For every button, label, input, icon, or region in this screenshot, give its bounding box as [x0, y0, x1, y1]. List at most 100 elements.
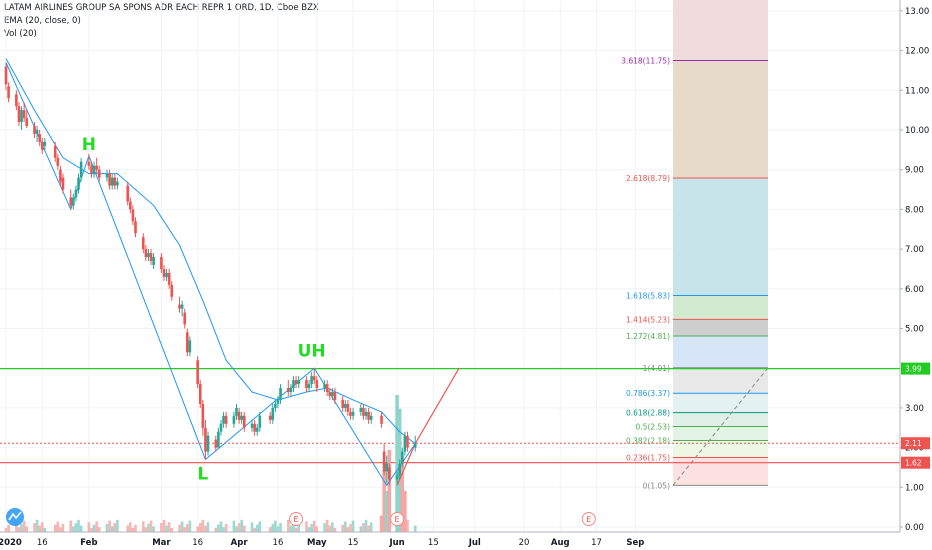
volume-bar [38, 525, 41, 532]
volume-bar [147, 523, 150, 532]
price-tick-label: 5.00 [905, 325, 924, 335]
candle-body [274, 403, 277, 408]
price-tick-label: 11.00 [905, 86, 929, 96]
candle [108, 169, 111, 190]
volume-bar [206, 522, 210, 532]
volume-bar [274, 520, 277, 532]
volume-bar [196, 526, 199, 532]
earnings-event-label: E [395, 515, 400, 524]
candle [38, 130, 41, 146]
volume-bar [105, 523, 109, 532]
candle-body [305, 380, 308, 389]
candle-body [382, 451, 386, 472]
candle-body [17, 106, 21, 123]
volume-bar [276, 526, 280, 532]
candle-body [343, 403, 347, 408]
candle-body [364, 411, 368, 416]
earnings-event-label: E [294, 515, 299, 524]
candle [201, 399, 205, 436]
price-tick-label: 12.00 [905, 47, 929, 57]
volume-bar [129, 522, 132, 532]
time-tick-label: 2020 [0, 538, 22, 548]
candle [204, 419, 207, 460]
fib-level-label: 0.382(2.18) [626, 436, 670, 445]
candle-body [152, 257, 155, 265]
candle [406, 431, 409, 452]
volume-bar [312, 520, 316, 532]
candle-body [224, 415, 228, 424]
candle-body [279, 388, 282, 400]
volume-bar [413, 525, 417, 532]
candle-body [413, 443, 417, 448]
price-badge-label: 1.62 [905, 459, 922, 468]
price-tick-label: 3.00 [905, 404, 924, 414]
volume-bar [126, 525, 130, 532]
candle-body [116, 181, 119, 186]
logo-icon [8, 511, 22, 521]
time-tick-label: 15 [428, 538, 439, 548]
time-tick-label: 16 [37, 538, 48, 548]
volume-bar [235, 526, 238, 532]
candle [276, 395, 280, 408]
candle [90, 161, 93, 178]
fib-zone [673, 412, 768, 427]
candle-body [242, 415, 246, 428]
volume-bar [167, 522, 171, 532]
earnings-event-label: E [586, 515, 591, 524]
candle [35, 126, 39, 142]
volume-bar [292, 522, 295, 532]
volume-bar [74, 523, 78, 532]
candle-body [312, 376, 316, 381]
volume-bar [162, 519, 166, 532]
candle [351, 407, 355, 420]
earnings-event-marker [581, 512, 596, 526]
fib-zone [673, 393, 768, 413]
fib-zone [673, 178, 768, 296]
fib-level-label: 1.618(5.83) [626, 292, 670, 301]
candle-body [165, 272, 168, 277]
volume-bar [214, 528, 218, 532]
volume-bar [90, 528, 93, 532]
price-tick-label: 13.00 [905, 7, 929, 17]
candle-body [25, 118, 29, 127]
volume-bar [328, 525, 332, 532]
candle [367, 407, 370, 424]
candle [271, 403, 275, 424]
candle [297, 376, 300, 389]
candle [315, 376, 319, 393]
volume-bar [77, 519, 80, 532]
candle-body [219, 423, 223, 432]
candle [328, 388, 332, 400]
candle-body [235, 407, 238, 416]
candle [97, 165, 101, 182]
volume-bar [255, 524, 259, 532]
candle [7, 82, 10, 103]
volume-bar [323, 523, 326, 532]
volume-bar [61, 523, 65, 532]
candle [279, 384, 282, 404]
candle-body [144, 249, 148, 258]
candle [255, 423, 259, 436]
time-tick-label: Sep [626, 538, 644, 548]
volume-bar [250, 522, 254, 532]
volume-bar [346, 527, 350, 532]
volume-bar [271, 523, 275, 532]
candle-body [403, 435, 407, 452]
candle [129, 197, 132, 214]
candle-body [289, 388, 293, 393]
candle [206, 431, 210, 456]
time-tick-label: 16 [273, 538, 284, 548]
candle [349, 407, 352, 420]
volume-bar [367, 525, 370, 532]
candle-body [69, 197, 73, 206]
candles [4, 62, 417, 486]
fib-level-label: 0(1.05) [643, 481, 670, 490]
candle [186, 328, 189, 357]
candle-body [53, 145, 57, 158]
volume-bar [180, 521, 184, 532]
candle [294, 376, 298, 389]
fib-level-label: 1.414(5.23) [626, 315, 670, 324]
candle [323, 380, 326, 393]
candle [25, 110, 29, 129]
